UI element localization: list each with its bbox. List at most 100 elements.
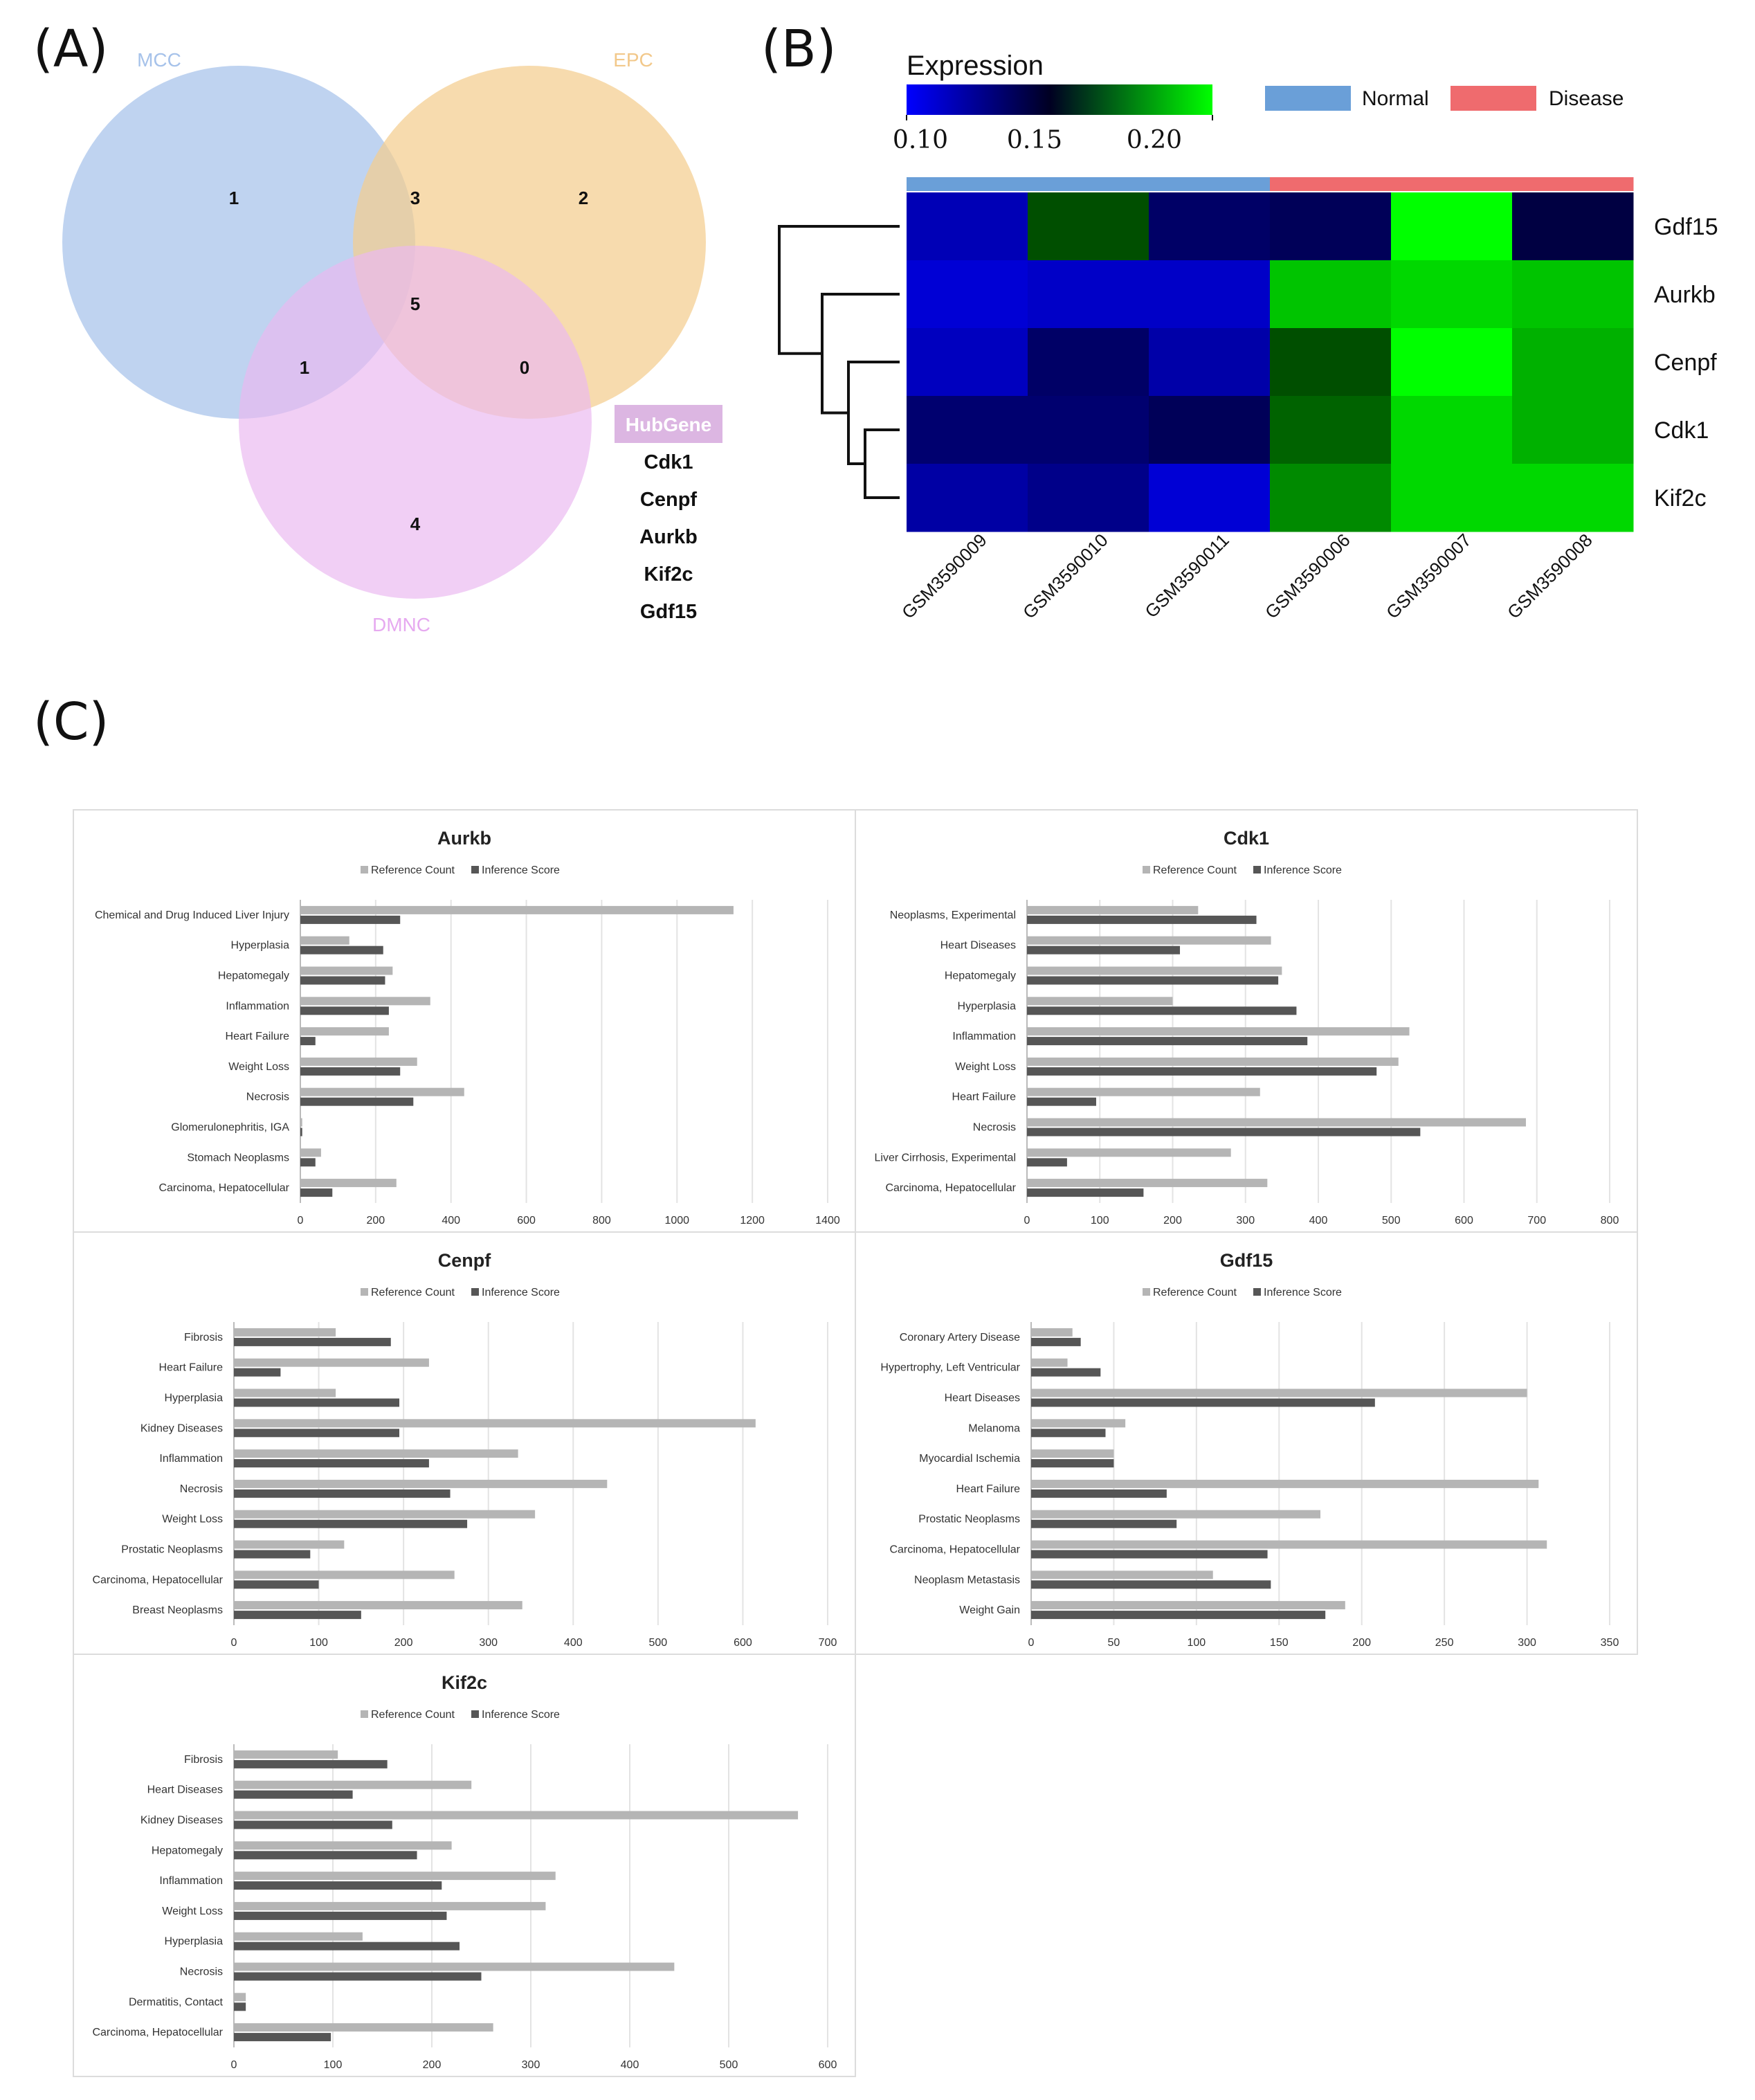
bar-reference-count bbox=[1031, 1358, 1068, 1367]
heatmap-gene-label: Cdk1 bbox=[1654, 417, 1709, 444]
category-label: Carcinoma, Hepatocellular bbox=[92, 1574, 223, 1586]
bar-inference-score bbox=[300, 1097, 414, 1106]
bar-inference-score bbox=[1027, 1188, 1144, 1197]
category-label: Carcinoma, Hepatocellular bbox=[158, 1182, 289, 1194]
bar-reference-count bbox=[1031, 1449, 1114, 1458]
hubgene-item: Kif2c bbox=[644, 563, 693, 586]
x-tick-label: 250 bbox=[1435, 1637, 1454, 1649]
bar-reference-count bbox=[234, 1479, 608, 1488]
category-label: Kidney Diseases bbox=[140, 1422, 223, 1434]
bar-inference-score bbox=[234, 2033, 331, 2042]
category-label: Fibrosis bbox=[184, 1332, 223, 1343]
category-label: Hepatomegaly bbox=[945, 970, 1016, 982]
category-label: Breast Neoplasms bbox=[132, 1604, 223, 1616]
chart-frame bbox=[73, 809, 856, 1233]
category-label: Prostatic Neoplasms bbox=[121, 1544, 223, 1556]
bar-reference-count bbox=[300, 1148, 321, 1157]
legend-swatch-reference bbox=[361, 1710, 368, 1718]
bar-reference-count bbox=[234, 1388, 336, 1397]
bar-inference-score bbox=[1031, 1580, 1271, 1589]
legend-swatch-normal bbox=[1265, 86, 1351, 111]
bar-inference-score bbox=[234, 1759, 388, 1768]
bar-inference-score bbox=[1031, 1368, 1101, 1377]
bar-inference-score bbox=[1027, 1067, 1377, 1076]
hubgene-item: Aurkb bbox=[639, 526, 698, 548]
heatmap-cell bbox=[1391, 328, 1513, 397]
hubgene-header: HubGene bbox=[626, 414, 711, 435]
x-tick-label: 0 bbox=[298, 1215, 304, 1226]
panel-label-b: (B) bbox=[761, 19, 837, 79]
legend-label: Reference Count bbox=[371, 1287, 455, 1298]
bar-reference-count bbox=[300, 1057, 417, 1066]
venn-region-all-three: 5 bbox=[410, 293, 420, 314]
heatmap-scale-tick: 0.10 bbox=[893, 126, 948, 154]
heatmap-cell bbox=[1028, 260, 1149, 329]
venn-region-epc-dmnc: 0 bbox=[520, 357, 529, 378]
bar-inference-score bbox=[300, 915, 401, 924]
bar-inference-score bbox=[1027, 976, 1279, 985]
bar-reference-count bbox=[234, 1540, 345, 1549]
legend-swatch-reference bbox=[361, 1288, 368, 1296]
category-label: Glomerulonephritis, IGA bbox=[171, 1122, 289, 1134]
heatmap-cell bbox=[1391, 464, 1513, 532]
category-label: Weight Loss bbox=[162, 1514, 223, 1526]
bar-inference-score bbox=[234, 1429, 400, 1438]
heatmap-cell bbox=[1149, 464, 1271, 532]
legend-swatch-reference bbox=[1143, 866, 1150, 874]
venn-circle-dmnc bbox=[239, 246, 592, 599]
bar-inference-score bbox=[300, 1067, 401, 1076]
x-tick-label: 200 bbox=[394, 1637, 413, 1649]
bar-reference-count bbox=[1031, 1388, 1527, 1397]
bar-reference-count bbox=[234, 1601, 522, 1610]
bar-chart-kif2c: Kif2c Reference Count Inference Score 0 100 2… bbox=[73, 1654, 856, 2077]
bar-reference-count bbox=[300, 905, 734, 914]
bar-reference-count bbox=[1031, 1479, 1539, 1488]
category-label: Dermatitis, Contact bbox=[129, 1996, 224, 2008]
bar-inference-score bbox=[1031, 1611, 1326, 1620]
bar-reference-count bbox=[234, 1510, 536, 1519]
x-tick-label: 700 bbox=[1527, 1215, 1546, 1226]
category-label: Carcinoma, Hepatocellular bbox=[885, 1182, 1016, 1194]
category-label: Heart Failure bbox=[226, 1031, 290, 1042]
x-tick-label: 400 bbox=[564, 1637, 583, 1649]
chart-title: Aurkb bbox=[437, 828, 491, 849]
bar-reference-count bbox=[1027, 1087, 1260, 1096]
bar-chart-cenpf: Cenpf Reference Count Inference Score 0 100 2… bbox=[73, 1231, 856, 1655]
heatmap-cell bbox=[1270, 328, 1392, 397]
heatmap-cell bbox=[907, 464, 1028, 532]
bar-reference-count bbox=[1031, 1510, 1320, 1519]
legend-swatch-inference bbox=[1253, 866, 1261, 874]
bar-reference-count bbox=[234, 1358, 429, 1367]
heatmap-cell bbox=[1270, 396, 1392, 464]
hubgene-header-background bbox=[615, 405, 722, 443]
bar-reference-count bbox=[234, 1872, 556, 1881]
bar-inference-score bbox=[1027, 915, 1257, 924]
bar-inference-score bbox=[1031, 1489, 1167, 1498]
category-label: Weight Gain bbox=[959, 1604, 1020, 1616]
bar-inference-score bbox=[234, 1941, 460, 1950]
venn-set-label-mcc: MCC bbox=[137, 49, 181, 71]
bar-inference-score bbox=[300, 976, 385, 985]
heatmap-cell bbox=[907, 260, 1028, 329]
heatmap-panel: Expression 0.10 0.15 0.20 Normal Disease… bbox=[778, 51, 1718, 623]
legend-label: Reference Count bbox=[1153, 865, 1237, 876]
x-tick-label: 150 bbox=[1270, 1637, 1289, 1649]
heatmap-scale-tick: 0.20 bbox=[1127, 126, 1182, 154]
bar-reference-count bbox=[234, 1780, 472, 1789]
category-label: Stomach Neoplasms bbox=[187, 1152, 289, 1164]
bar-inference-score bbox=[234, 1972, 482, 1981]
bar-reference-count bbox=[1031, 1540, 1547, 1549]
chart-frame bbox=[855, 1231, 1638, 1655]
category-label: Hepatomegaly bbox=[218, 970, 289, 982]
x-tick-label: 300 bbox=[1518, 1637, 1536, 1649]
venn-set-label-epc: EPC bbox=[613, 49, 653, 71]
x-tick-label: 1200 bbox=[740, 1215, 765, 1226]
category-label: Chemical and Drug Induced Liver Injury bbox=[95, 909, 289, 921]
heatmap-gene-label: Gdf15 bbox=[1654, 214, 1718, 240]
x-tick-label: 0 bbox=[231, 2059, 237, 2071]
category-label: Liver Cirrhosis, Experimental bbox=[874, 1152, 1016, 1164]
category-label: Heart Failure bbox=[956, 1483, 1021, 1495]
x-tick-label: 600 bbox=[734, 1637, 752, 1649]
bar-reference-count bbox=[234, 2023, 493, 2032]
